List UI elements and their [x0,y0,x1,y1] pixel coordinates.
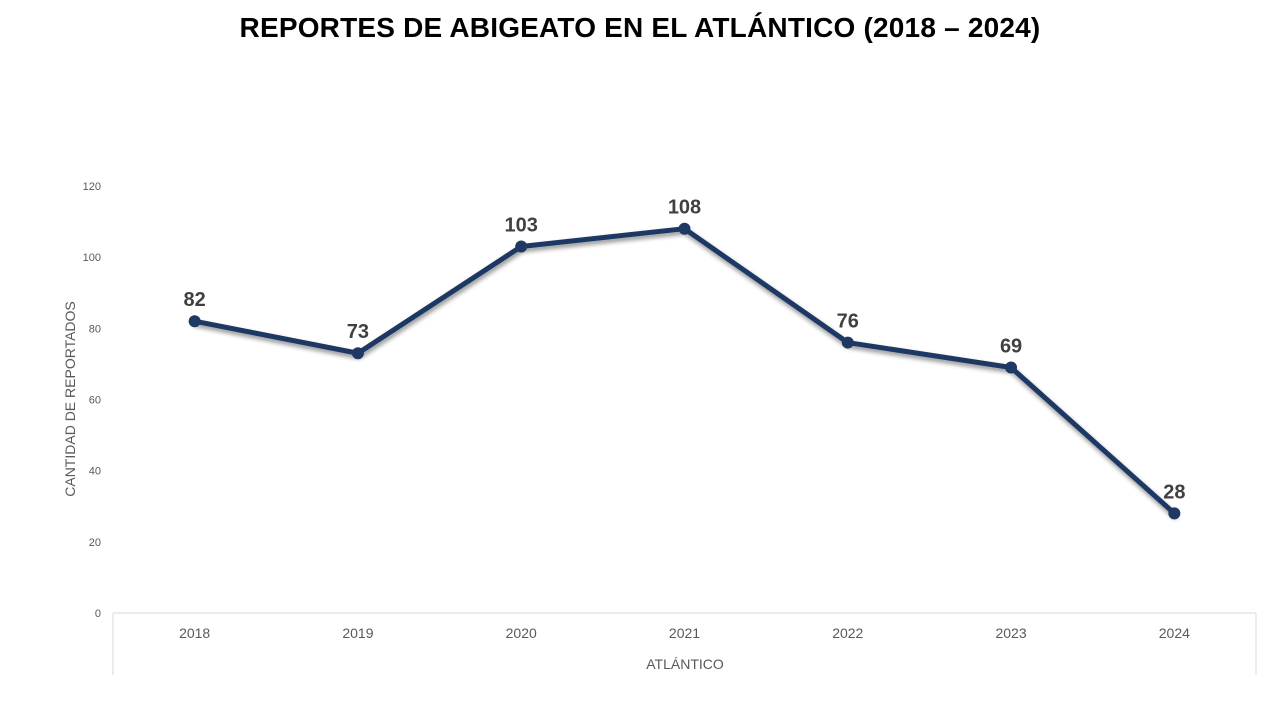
y-axis-label: CANTIDAD DE REPORTADOS [62,301,78,497]
y-tick-label: 20 [89,537,101,549]
series-line [192,226,1177,516]
y-tick-label: 40 [89,466,101,478]
y-tick-labels: 0 20 40 60 80 100 120 [83,181,101,620]
data-label: 73 [347,321,369,343]
x-tick-label: 2019 [342,625,373,641]
data-point [1005,361,1018,374]
x-tick-labels: 2018 2019 2020 2021 2022 2023 2024 [179,625,1190,641]
data-label: 69 [1000,335,1022,357]
data-point [351,347,364,360]
series-layer [188,222,1181,520]
data-point [1168,507,1181,520]
data-point [188,315,201,328]
y-tick-label: 80 [89,323,101,335]
x-tick-label: 2024 [1159,625,1190,641]
x-tick-label: 2020 [506,625,537,641]
chart-title: REPORTES DE ABIGEATO EN EL ATLÁNTICO (20… [239,12,1041,43]
data-label: 28 [1163,481,1185,503]
x-tick-label: 2023 [995,625,1026,641]
x-tick-label: 2018 [179,625,210,641]
data-label: 103 [505,214,538,236]
y-tick-label: 0 [95,608,101,620]
data-point [678,222,691,235]
x-axis-label: ATLÁNTICO [646,656,724,672]
data-label: 76 [837,311,859,333]
x-tick-label: 2022 [832,625,863,641]
y-tick-label: 60 [89,395,101,407]
y-tick-label: 100 [83,252,101,264]
data-labels: 82 73 103 108 76 69 28 [184,197,1186,504]
data-point [841,336,854,349]
data-point [515,240,528,253]
data-label: 108 [668,197,701,219]
axes [112,612,1257,675]
y-tick-label: 120 [83,181,101,193]
data-label: 82 [184,289,206,311]
x-tick-label: 2021 [669,625,700,641]
